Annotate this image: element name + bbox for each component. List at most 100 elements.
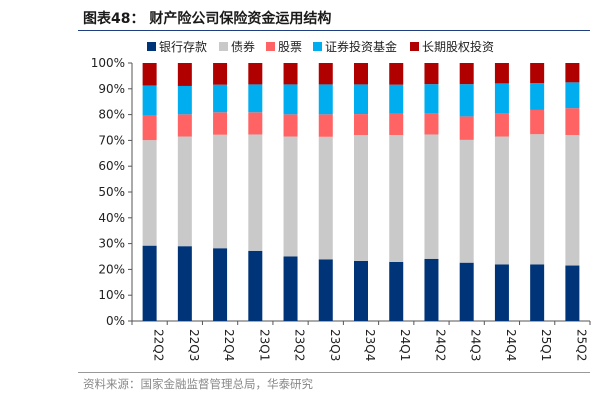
title-divider [78,30,590,31]
legend-label: 证券投资基金 [325,39,397,54]
bar-segment-24Q4-债券 [494,136,509,265]
figure-title: 图表48： 财产险公司保险资金运用结构 [83,11,332,27]
bar-segment-24Q4-银行存款 [494,264,509,321]
bar-segment-24Q1-银行存款 [389,261,404,321]
bar-segment-22Q3-债券 [177,136,192,247]
bar-segment-24Q2-长期股权投资 [424,63,439,85]
bar-segment-23Q3-证券投资基金 [318,84,333,115]
bar-segment-24Q1-债券 [389,134,404,262]
bar-segment-23Q4-债券 [354,134,368,261]
x-tick-label: 22Q4 [222,329,236,361]
y-tick-label: 100% [91,56,125,70]
x-tick-label: 22Q3 [187,329,201,361]
x-tick-label: 24Q4 [504,329,518,361]
bar-segment-24Q3-银行存款 [459,262,474,321]
bar-segment-24Q3-长期股权投资 [459,63,474,85]
footer-divider [78,372,590,373]
bar-segment-23Q2-股票 [283,114,298,137]
bar-segment-23Q4-证券投资基金 [354,84,368,115]
bar-segment-22Q3-证券投资基金 [177,85,192,115]
x-tick-label: 23Q4 [363,329,377,361]
x-tick-label: 22Q2 [152,329,166,361]
bar-segment-24Q3-债券 [459,139,474,263]
bar-segment-25Q1-银行存款 [530,264,545,321]
bar-segment-23Q4-长期股权投资 [354,63,368,85]
bar-segment-25Q2-债券 [565,134,580,266]
x-tick-label: 23Q3 [328,329,342,361]
bar-segment-25Q2-证券投资基金 [565,82,580,109]
bar-segment-23Q2-证券投资基金 [283,84,298,115]
y-tick-label: 60% [98,159,125,173]
x-tick-label: 25Q1 [539,329,553,361]
bar-segment-23Q2-长期股权投资 [283,63,298,85]
y-tick-label: 40% [98,211,125,225]
bar-segment-24Q2-债券 [424,134,439,259]
legend-swatch [147,42,156,51]
bar-segment-23Q2-银行存款 [283,256,298,321]
x-tick-label: 24Q3 [469,329,483,361]
bar-segment-24Q3-证券投资基金 [459,84,474,117]
bar-segment-22Q2-债券 [142,140,157,246]
bar-segment-24Q2-银行存款 [424,258,439,321]
bar-segment-24Q4-长期股权投资 [494,63,509,84]
bar-segment-22Q4-银行存款 [213,248,228,321]
bar-segment-25Q1-股票 [530,109,545,135]
bar-segment-23Q1-银行存款 [248,250,263,321]
x-tick-label: 23Q1 [257,329,271,361]
y-tick-label: 20% [98,262,125,276]
y-tick-label: 10% [98,288,125,302]
bar-segment-25Q2-长期股权投资 [565,63,580,83]
bar-segment-22Q4-股票 [213,112,228,135]
bar-segment-22Q4-证券投资基金 [213,84,228,113]
bar-segment-22Q2-证券投资基金 [142,85,157,116]
bar-segment-24Q3-股票 [459,116,474,140]
y-tick-label: 70% [98,133,125,147]
legend-label: 银行存款 [159,40,207,54]
x-tick-label: 24Q2 [433,329,447,361]
bar-segment-22Q2-银行存款 [142,245,157,321]
stacked-bar-chart: 0% 10% 20% 30% 40% 50% 60% 70% 80% 90% 100% 22Q2 22Q… [91,39,591,361]
source-note: 资料来源：国家金融监督管理总局，华泰研究 [83,377,313,391]
bar-segment-23Q4-银行存款 [354,260,368,321]
y-tick-label: 90% [98,82,125,96]
bar-segment-25Q1-证券投资基金 [530,83,545,110]
bar-segment-23Q3-债券 [318,136,333,260]
legend-label: 长期股权投资 [422,39,494,54]
bar-segment-25Q2-银行存款 [565,265,580,321]
legend-swatch [219,42,228,51]
y-tick-label: 80% [98,108,125,122]
bar-segment-22Q2-长期股权投资 [142,63,157,86]
bar-segment-25Q1-债券 [530,134,545,265]
bar-segment-23Q1-股票 [248,112,263,135]
bar-segment-22Q4-长期股权投资 [213,63,228,85]
bar-segment-22Q2-股票 [142,115,157,141]
bar-segment-23Q3-长期股权投资 [318,63,333,85]
bar-segment-24Q4-股票 [494,113,509,137]
y-tick-label: 30% [98,237,125,251]
legend-swatch [410,42,419,51]
bar-segment-22Q4-债券 [213,134,228,249]
legend-label: 债券 [231,39,255,54]
bar-segment-24Q1-股票 [389,113,404,135]
bar-segment-24Q4-证券投资基金 [494,83,509,114]
bar-segment-23Q2-债券 [283,136,298,257]
bar-segment-23Q4-股票 [354,114,368,135]
x-tick-label: 24Q1 [398,329,412,361]
bar-segment-23Q1-债券 [248,134,263,251]
bar-segment-23Q1-证券投资基金 [248,84,263,113]
bar-segment-23Q1-长期股权投资 [248,63,263,85]
bar-segment-24Q1-证券投资基金 [389,84,404,114]
x-tick-label: 23Q2 [293,329,307,361]
bar-segment-24Q2-证券投资基金 [424,84,439,114]
bar-segment-25Q2-股票 [565,108,580,135]
bar-segment-24Q1-长期股权投资 [389,63,404,85]
y-tick-label: 0% [106,314,125,328]
x-tick-label: 25Q2 [574,329,588,361]
legend-label: 股票 [278,40,302,54]
bar-segment-23Q3-股票 [318,114,333,137]
bar-segment-23Q3-银行存款 [318,259,333,321]
legend-swatch [313,42,322,51]
bar-segment-22Q3-长期股权投资 [177,63,192,86]
y-tick-label: 50% [98,185,125,199]
bar-segment-25Q1-长期股权投资 [530,63,545,84]
